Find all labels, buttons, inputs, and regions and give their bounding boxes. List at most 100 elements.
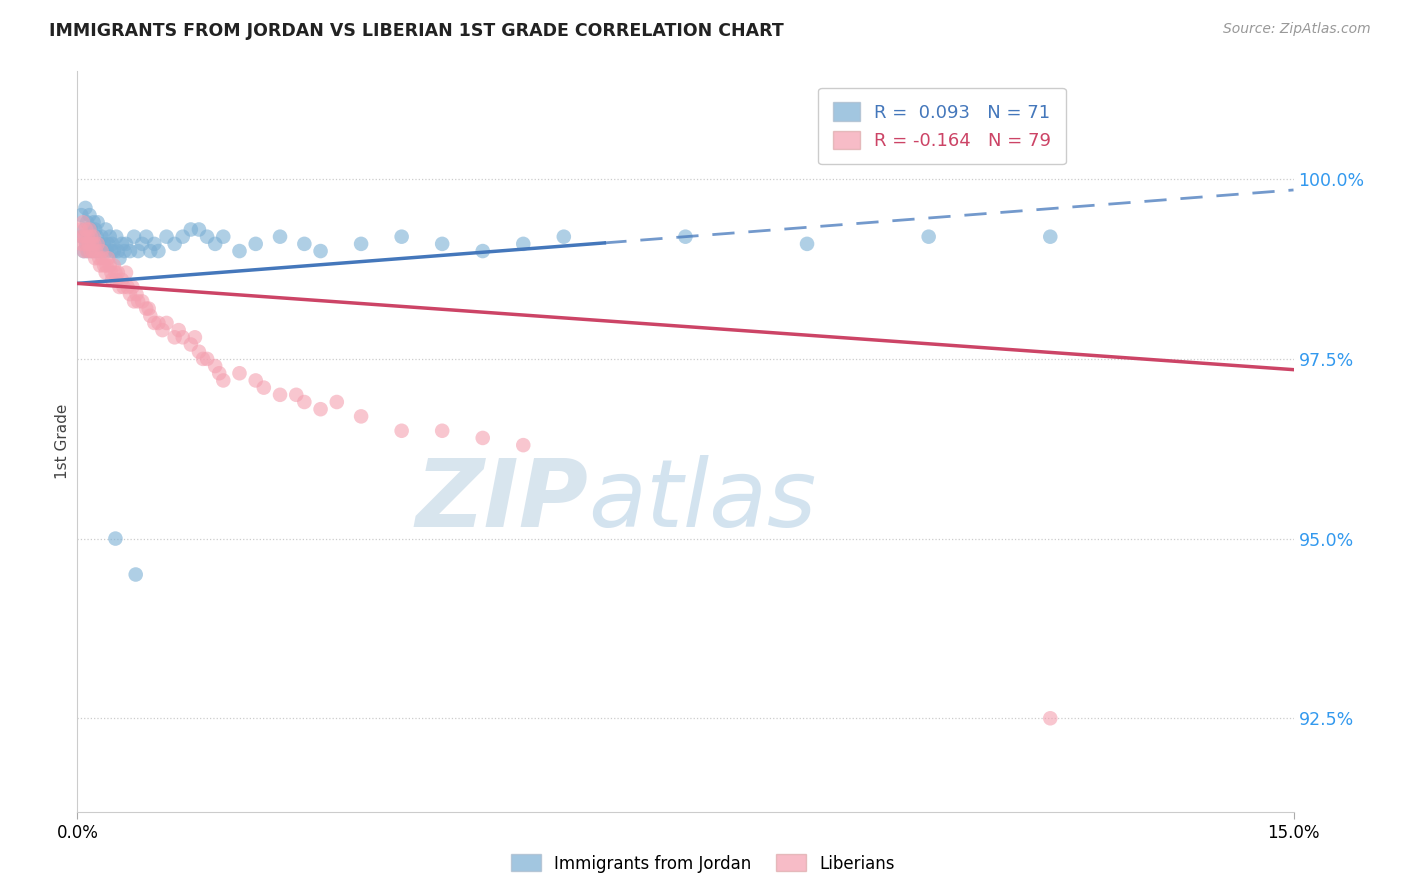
Point [86,215,108,229]
Point [91,252,114,266]
Point [471,431,494,445]
Point [79,208,101,222]
Point [1039,229,1062,244]
Point [148,316,170,330]
Point [108,252,131,266]
Point [172,229,194,244]
Point [76,244,98,258]
Point [138,301,160,316]
Point [94,222,117,236]
Point [167,323,190,337]
Point [292,236,315,251]
Point [90,229,112,244]
Point [104,532,127,546]
Point [675,229,697,244]
Point [135,301,157,316]
Point [309,402,332,417]
Text: ZIP: ZIP [415,455,588,547]
Point [107,266,129,280]
Point [80,222,103,236]
Point [96,244,118,258]
Point [97,236,120,251]
Point [112,280,135,294]
Point [98,229,121,244]
Point [75,236,97,251]
Point [82,229,104,244]
Point [180,222,202,236]
Point [212,229,235,244]
Point [326,395,349,409]
Point [73,244,96,258]
Point [93,259,115,273]
Point [80,244,103,258]
Text: atlas: atlas [588,455,817,546]
Point [108,280,131,294]
Point [309,244,332,258]
Point [76,215,98,229]
Y-axis label: 1st Grade: 1st Grade [55,404,70,479]
Point [350,236,373,251]
Point [553,229,575,244]
Point [118,287,141,301]
Point [111,236,134,251]
Point [127,244,149,258]
Point [391,229,413,244]
Point [84,244,107,258]
Point [391,424,413,438]
Point [79,222,101,236]
Point [350,409,373,424]
Point [118,244,141,258]
Point [285,388,308,402]
Point [84,252,107,266]
Point [107,244,129,258]
Point [76,244,98,258]
Point [98,259,121,273]
Point [69,222,91,236]
Point [122,229,145,244]
Point [70,229,93,244]
Point [86,236,108,251]
Point [228,366,250,380]
Point [191,351,214,366]
Point [184,330,207,344]
Point [115,266,138,280]
Point [100,244,122,258]
Point [84,244,107,258]
Point [148,244,170,258]
Point [796,236,818,251]
Point [163,330,186,344]
Point [73,229,96,244]
Point [131,294,153,309]
Point [97,252,120,266]
Point [83,215,105,229]
Point [70,208,93,222]
Point [122,294,145,309]
Point [89,259,111,273]
Point [75,236,97,251]
Point [188,222,211,236]
Point [75,201,97,215]
Point [70,229,93,244]
Point [103,259,125,273]
Point [152,323,174,337]
Point [212,374,235,388]
Point [195,351,218,366]
Point [117,280,139,294]
Point [111,273,134,287]
Point [72,215,94,229]
Point [471,244,494,258]
Point [79,244,101,258]
Point [204,236,226,251]
Point [292,395,315,409]
Point [512,236,534,251]
Point [430,424,453,438]
Point [96,259,118,273]
Text: Source: ZipAtlas.com: Source: ZipAtlas.com [1223,22,1371,37]
Point [269,229,291,244]
Point [84,222,107,236]
Point [101,273,124,287]
Point [89,244,111,258]
Point [143,316,166,330]
Point [104,266,127,280]
Point [253,381,276,395]
